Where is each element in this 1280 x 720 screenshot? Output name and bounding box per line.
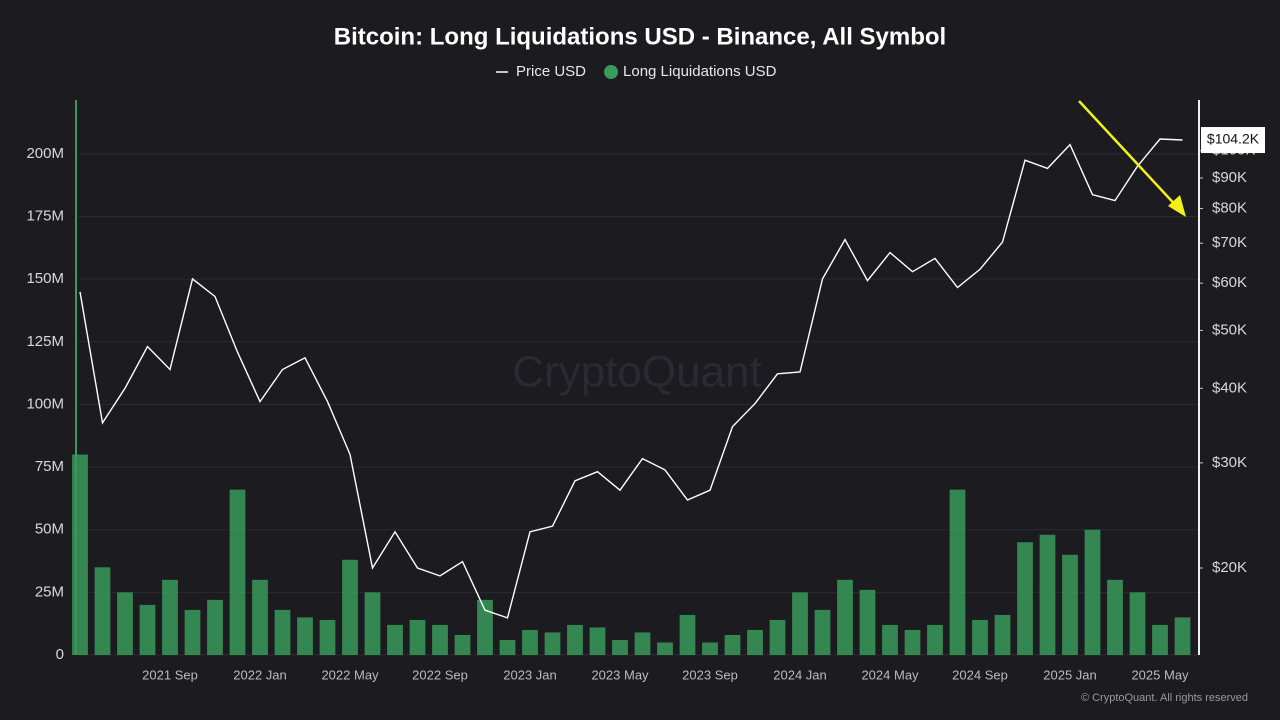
legend-marker <box>604 65 619 79</box>
bar <box>837 579 853 655</box>
bar <box>1152 624 1168 655</box>
x-tick-label: 2021 Sep <box>142 667 198 682</box>
x-tick-label: 2022 Jan <box>233 667 287 682</box>
bar <box>387 624 403 655</box>
price-tag-box <box>1201 127 1265 154</box>
bar <box>252 579 268 655</box>
bar <box>702 642 718 655</box>
bar <box>679 614 696 655</box>
x-tick-label: 2024 May <box>861 667 919 682</box>
bar <box>454 634 471 655</box>
bar <box>432 624 448 655</box>
bar <box>612 639 628 655</box>
x-tick-label: 2024 Sep <box>952 667 1008 682</box>
arrow-head <box>1168 195 1186 217</box>
legend: Price USD Long Liquidations USD <box>496 63 777 80</box>
bar <box>567 624 583 655</box>
x-tick-label: 2023 Sep <box>682 667 738 682</box>
x-tick-label: 2023 Jan <box>503 667 557 682</box>
bar <box>117 592 133 655</box>
y2-tick-label: $40K <box>1212 379 1247 396</box>
bar <box>747 629 763 655</box>
y-tick-label: 100M <box>26 395 64 412</box>
bar <box>544 632 561 655</box>
bar <box>409 619 426 655</box>
bar <box>207 599 223 655</box>
x-tick-label: 2025 Jan <box>1043 667 1097 682</box>
bar <box>1062 554 1078 655</box>
bar <box>477 599 493 655</box>
bar <box>994 614 1011 655</box>
bar <box>792 592 808 655</box>
y2-tick-label: $60K <box>1212 274 1247 291</box>
bar <box>1129 592 1146 655</box>
y-tick-label: 75M <box>35 458 64 475</box>
x-tick-label: 2022 Sep <box>412 667 468 682</box>
y-tick-label: 125M <box>26 333 64 350</box>
bar <box>1084 529 1101 655</box>
credit: © CryptoQuant. All rights reserved <box>1081 692 1248 704</box>
y2-tick-label: $50K <box>1212 321 1247 338</box>
bar <box>1039 534 1056 655</box>
bar <box>769 619 786 655</box>
y2-tick-label: $80K <box>1212 200 1247 217</box>
bar <box>139 604 156 655</box>
bar <box>634 632 651 655</box>
legend-label: Long Liquidations USD <box>623 63 777 80</box>
bar <box>949 489 966 655</box>
bar <box>904 629 921 655</box>
bar <box>859 589 876 655</box>
x-tick-label: 2025 May <box>1131 667 1189 682</box>
bar <box>229 489 246 655</box>
bar <box>274 609 291 655</box>
legend-label: Price USD <box>516 63 586 80</box>
arrow <box>1078 100 1181 211</box>
bar <box>297 617 313 655</box>
bar <box>162 579 178 655</box>
y-tick-label: 0 <box>56 646 64 663</box>
bar <box>72 454 88 655</box>
bar <box>972 619 988 655</box>
y-tick-label: 175M <box>26 207 64 224</box>
x-tick-label: 2023 May <box>591 667 649 682</box>
y2-tick-label: $30K <box>1212 454 1247 471</box>
x-tick-label: 2024 Jan <box>773 667 827 682</box>
bar <box>319 619 336 655</box>
price-line <box>79 138 1183 619</box>
bar <box>522 629 538 655</box>
bar <box>927 624 943 655</box>
y2-tick-label: $20K <box>1212 559 1247 576</box>
bar <box>1017 542 1033 655</box>
bar <box>1107 579 1123 655</box>
y-tick-label: 25M <box>35 583 64 600</box>
bar <box>342 559 358 655</box>
bar <box>499 639 516 655</box>
bar <box>1174 617 1191 655</box>
y-tick-label: 200M <box>26 145 64 162</box>
bar <box>589 627 606 655</box>
chart-title: Bitcoin: Long Liquidations USD - Binance… <box>334 23 946 50</box>
y-tick-label: 150M <box>26 270 64 287</box>
watermark: CryptoQuant <box>512 348 761 397</box>
bar <box>814 609 831 655</box>
y-tick-label: 50M <box>35 521 64 538</box>
bar <box>364 592 381 655</box>
price-tag: $104.2K <box>1207 131 1260 147</box>
bar <box>724 634 741 655</box>
y2-tick-label: $90K <box>1212 169 1247 186</box>
bar <box>657 642 673 655</box>
y2-tick-label: $70K <box>1212 234 1247 251</box>
bar <box>882 624 898 655</box>
x-tick-label: 2022 May <box>321 667 379 682</box>
bar <box>184 609 201 655</box>
bar <box>94 567 111 655</box>
